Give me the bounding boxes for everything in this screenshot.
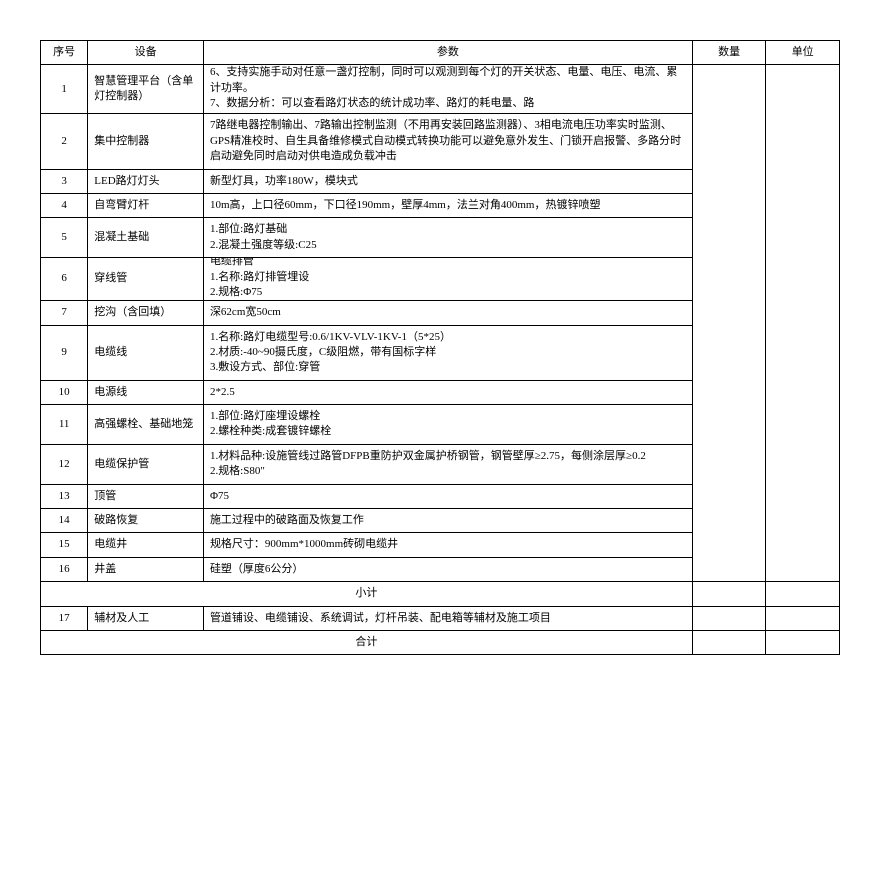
cell-dev: 电缆保护管 [88, 444, 204, 484]
spec-table: 序号 设备 参数 数量 单位 1智慧管理平台（含单灯控制器）5、实时控制：支持实… [40, 40, 840, 655]
table-row: 17辅材及人工管道铺设、电缆铺设、系统调试，灯杆吊装、配电箱等辅材及施工项目 [41, 606, 840, 630]
cell-seq: 5 [41, 218, 88, 258]
cell-dev: 破路恢复 [88, 509, 204, 533]
cell-seq: 10 [41, 380, 88, 404]
cell-unit [766, 582, 840, 606]
cell-param: 规格尺寸：900mm*1000mm砖砌电缆井 [203, 533, 692, 557]
cell-param: 新型灯具，功率180W，模块式 [203, 169, 692, 193]
cell-qty [692, 582, 766, 606]
header-unit: 单位 [766, 41, 840, 65]
cell-param: 7路继电器控制输出、7路输出控制监测（不用再安装回路监测器）、3相电流电压功率实… [203, 114, 692, 169]
cell-param: 10m高，上口径60mm，下口径190mm，壁厚4mm，法兰对角400mm，热镀… [203, 193, 692, 217]
total-label: 合计 [41, 630, 693, 654]
cell-dev: 集中控制器 [88, 114, 204, 169]
subtotal-label: 小计 [41, 582, 693, 606]
header-param: 参数 [203, 41, 692, 65]
cell-seq: 15 [41, 533, 88, 557]
header-seq: 序号 [41, 41, 88, 65]
table-row: 1智慧管理平台（含单灯控制器）5、实时控制：支持实施手动操作集中器拉闸合闸、分组… [41, 65, 840, 114]
cell-seq: 12 [41, 444, 88, 484]
cell-unit [766, 630, 840, 654]
cell-dev: LED路灯灯头 [88, 169, 204, 193]
cell-qty [692, 630, 766, 654]
cell-seq: 13 [41, 484, 88, 508]
cell-dev: 辅材及人工 [88, 606, 204, 630]
cell-seq: 16 [41, 557, 88, 581]
cell-param: 1.部位:路灯基础2.混凝土强度等级:C25 [203, 218, 692, 258]
header-dev: 设备 [88, 41, 204, 65]
cell-dev: 电源线 [88, 380, 204, 404]
cell-param: Φ75 [203, 484, 692, 508]
total-row: 合计 [41, 630, 840, 654]
cell-dev: 智慧管理平台（含单灯控制器） [88, 65, 204, 114]
cell-seq: 7 [41, 301, 88, 325]
header-qty: 数量 [692, 41, 766, 65]
cell-unit [766, 606, 840, 630]
cell-dev: 穿线管 [88, 258, 204, 301]
cell-param: 硅塑（厚度6公分） [203, 557, 692, 581]
cell-seq: 1 [41, 65, 88, 114]
cell-seq: 4 [41, 193, 88, 217]
cell-dev: 顶管 [88, 484, 204, 508]
cell-dev: 混凝土基础 [88, 218, 204, 258]
cell-qty [692, 606, 766, 630]
cell-param: 1.材料品种:设施管线过路管DFPB重防护双金属护桥钢管，钢管壁厚≥2.75，每… [203, 444, 692, 484]
cell-param: 电缆排管1.名称:路灯排管埋设2.规格:Φ753.材质:CPVC塑料管，实壁，壁… [203, 258, 692, 301]
header-row: 序号 设备 参数 数量 单位 [41, 41, 840, 65]
cell-param: 2*2.5 [203, 380, 692, 404]
cell-param: 施工过程中的破路面及恢复工作 [203, 509, 692, 533]
cell-seq: 3 [41, 169, 88, 193]
cell-seq: 17 [41, 606, 88, 630]
cell-seq: 11 [41, 405, 88, 445]
cell-param: 5、实时控制：支持实施手动操作集中器拉闸合闸、分组、分支路操作，远程终端设备时间… [203, 65, 692, 114]
cell-param: 管道铺设、电缆铺设、系统调试，灯杆吊装、配电箱等辅材及施工项目 [203, 606, 692, 630]
cell-param: 深62cm宽50cm [203, 301, 692, 325]
cell-dev: 电缆井 [88, 533, 204, 557]
cell-unit [766, 65, 840, 582]
cell-seq: 6 [41, 258, 88, 301]
cell-qty [692, 65, 766, 582]
cell-seq: 2 [41, 114, 88, 169]
cell-dev: 挖沟（含回填） [88, 301, 204, 325]
cell-dev: 自弯臂灯杆 [88, 193, 204, 217]
cell-seq: 9 [41, 325, 88, 380]
cell-param: 1.名称:路灯电缆型号:0.6/1KV-VLV-1KV-1（5*25）2.材质:… [203, 325, 692, 380]
cell-seq: 14 [41, 509, 88, 533]
cell-dev: 电缆线 [88, 325, 204, 380]
subtotal-row: 小计 [41, 582, 840, 606]
cell-param: 1.部位:路灯座埋设螺栓2.螺栓种类:成套镀锌螺栓 [203, 405, 692, 445]
cell-dev: 高强螺栓、基础地笼 [88, 405, 204, 445]
cell-dev: 井盖 [88, 557, 204, 581]
